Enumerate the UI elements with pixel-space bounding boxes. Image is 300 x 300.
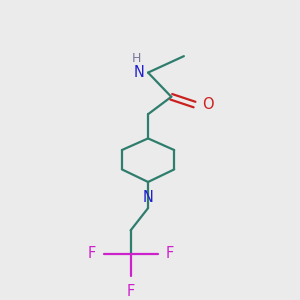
Text: H: H	[132, 52, 141, 65]
Text: F: F	[166, 246, 174, 261]
Text: N: N	[142, 190, 154, 205]
Text: N: N	[133, 65, 144, 80]
Text: F: F	[88, 246, 96, 261]
Text: O: O	[202, 97, 214, 112]
Text: F: F	[127, 284, 135, 298]
